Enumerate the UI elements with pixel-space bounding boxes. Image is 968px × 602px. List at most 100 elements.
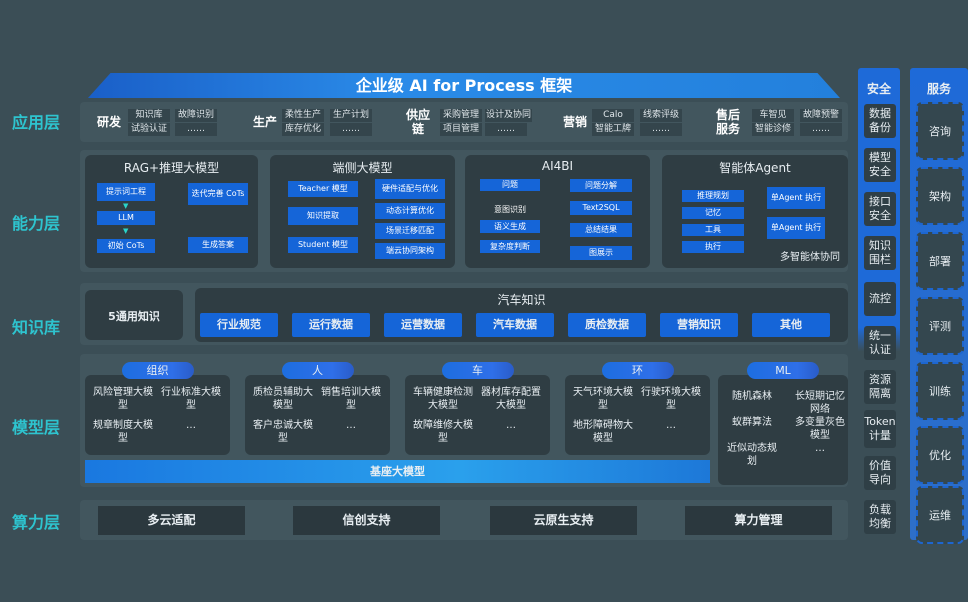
service-item: 运维 (916, 486, 964, 544)
security-item: 模型安全 (864, 148, 896, 182)
model-item: 规章制度大模型 (93, 420, 153, 444)
app-group-label: 售后服务 (715, 108, 740, 136)
layer-label-model: 模型层 (12, 418, 61, 437)
agent-card: 智能体Agent 推理规划 记忆 工具 执行 单Agent 执行 单Agent 执行 多智能体… (662, 155, 848, 268)
base-model-bar: 基座大模型 (85, 460, 710, 483)
app-item: 生产计划 (330, 109, 372, 122)
model-item: 长短期记忆网络 (795, 391, 845, 415)
service-item: 训练 (916, 362, 964, 420)
services-title: 服务 (926, 82, 951, 96)
app-item: …… (175, 123, 217, 136)
rag-card: RAG+推理大模型 提示词工程 LLM 初始 CoTs 迭代完善 CoTs 生成答案 ▼ ▼ (85, 155, 258, 268)
service-item: 部署 (916, 232, 964, 290)
app-item: …… (800, 123, 842, 136)
knowledge-chip: 运营数据 (384, 313, 462, 337)
rag-step: LLM (97, 211, 155, 225)
security-item: Token计量 (864, 410, 896, 448)
knowledge-chip: 运行数据 (292, 313, 370, 337)
security-item: 数据备份 (864, 104, 896, 138)
edge-step: 场景迁移匹配 (375, 223, 445, 239)
agent-card-title: 智能体Agent (719, 161, 791, 175)
layer-label-knowledge: 知识库 (12, 318, 61, 337)
agent-step: 单Agent 执行 (767, 187, 825, 209)
rag-step: 生成答案 (188, 237, 248, 253)
model-item: 器材库存配置大模型 (481, 387, 541, 411)
security-title: 安全 (866, 82, 891, 96)
model-tag: 人 (281, 362, 354, 379)
edge-step: Student 模型 (288, 237, 358, 253)
agent-step: 单Agent 执行 (767, 217, 825, 239)
knowledge-chip: 行业规范 (200, 313, 278, 337)
knowledge-chip: 汽车数据 (476, 313, 554, 337)
down-arrow-icon: ▼ (123, 202, 129, 210)
app-item: …… (640, 123, 682, 136)
compute-box: 信创支持 (293, 506, 440, 535)
model-item: 多变量灰色模型 (795, 417, 845, 441)
security-item: 价值导向 (864, 456, 896, 490)
model-item: 车辆健康检测大模型 (413, 387, 473, 411)
security-item: 统一认证 (864, 326, 896, 360)
ai4bi-step: 总结结果 (570, 223, 632, 237)
ai4bi-step: 语义生成 (480, 220, 540, 233)
model-tag: ML (747, 362, 819, 379)
app-group-label: 营销 (562, 115, 587, 129)
rag-step: 提示词工程 (97, 183, 155, 201)
model-card (405, 375, 550, 455)
app-group-label: 研发 (96, 115, 121, 129)
agent-step: 工具 (682, 224, 744, 236)
app-item: 采购管理 (440, 109, 482, 122)
edge-card: 端侧大模型 Teacher 模型 知识提取 Student 模型 硬件适配与优化 动态计算… (270, 155, 455, 268)
edge-step: 硬件适配与优化 (375, 179, 445, 199)
app-item: …… (330, 123, 372, 136)
app-item: 故障识别 (175, 109, 217, 122)
ai4bi-step: 意图识别 (494, 205, 526, 214)
model-item: … (666, 420, 676, 431)
agent-step: 推理规划 (682, 190, 744, 202)
app-item: …… (485, 123, 527, 136)
edge-step: Teacher 模型 (288, 181, 358, 197)
edge-card-title: 端侧大模型 (332, 161, 393, 175)
compute-box: 多云适配 (98, 506, 245, 535)
knowledge-chip: 其他 (752, 313, 830, 337)
model-item: 客户忠诚大模型 (253, 420, 313, 444)
knowledge-chip: 营销知识 (660, 313, 738, 337)
layer-label-ability: 能力层 (12, 214, 61, 233)
service-item: 架构 (916, 167, 964, 225)
model-item: … (506, 420, 516, 431)
general-knowledge: 5通用知识 (108, 310, 160, 323)
app-item: 故障预警 (800, 109, 842, 122)
app-item: Calo (592, 109, 634, 122)
model-item: 近似动态规划 (727, 443, 777, 467)
app-item: 车智见 (752, 109, 794, 122)
rag-step: 初始 CoTs (97, 239, 155, 253)
model-card (245, 375, 390, 455)
app-item: 库存优化 (282, 123, 324, 136)
model-card (718, 375, 848, 485)
rag-card-title: RAG+推理大模型 (123, 161, 220, 175)
edge-step: 动态计算优化 (375, 203, 445, 219)
model-item: 销售培训大模型 (321, 387, 381, 411)
layer-label-app: 应用层 (12, 113, 61, 132)
security-item: 知识围栏 (864, 236, 896, 270)
general-knowledge-card: 5通用知识 (85, 290, 183, 340)
app-item: 柔性生产 (282, 109, 324, 122)
model-tag: 组织 (121, 362, 194, 379)
model-item: 故障维修大模型 (413, 420, 473, 444)
model-item: 行业标准大模型 (161, 387, 221, 411)
rag-step: 迭代完善 CoTs (188, 183, 248, 205)
app-item: 试验认证 (128, 123, 170, 136)
model-item: … (346, 420, 356, 431)
model-item: … (815, 443, 825, 454)
model-card (85, 375, 230, 455)
app-item: 线索评级 (640, 109, 682, 122)
model-item: … (186, 420, 196, 431)
security-item: 资源隔离 (864, 370, 896, 404)
ai4bi-step: Text2SQL (570, 201, 632, 215)
ai4bi-card: AI4BI 问题 意图识别 语义生成 复杂度判断 问题分解 Text2SQL 总结结果 图展示 (465, 155, 650, 268)
app-item: 知识库 (128, 109, 170, 122)
model-item: 蚁群算法 (732, 417, 772, 428)
model-item: 风险管理大模型 (93, 387, 153, 411)
model-item: 质检员辅助大模型 (253, 387, 313, 411)
app-group-label: 供应链 (405, 108, 430, 136)
model-tag: 环 (601, 362, 674, 379)
